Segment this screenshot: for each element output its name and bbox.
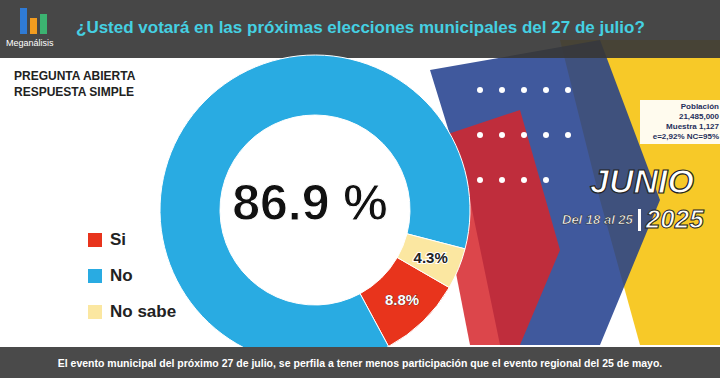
html-text:86.9 %: 86.9 %	[232, 175, 388, 231]
html-text:El evento municipal del próxim: El evento municipal del próximo 27 de ju…	[57, 356, 663, 369]
html-text:No sabe: No sabe	[110, 302, 177, 321]
html-text:Meganálisis: Meganálisis	[6, 38, 54, 48]
html-text:Población: Población	[680, 102, 719, 111]
svg-text:8.8%: 8.8%	[385, 291, 419, 308]
html-text:21,485,000: 21,485,000	[679, 112, 719, 121]
svg-text:4.3%: 4.3%	[414, 249, 448, 266]
html-text:Muestra 1,127: Muestra 1,127	[666, 122, 719, 131]
html-text:No: No	[110, 266, 133, 285]
html-text:JUNIO: JUNIO	[590, 162, 694, 200]
html-text:PREGUNTA ABIERTA: PREGUNTA ABIERTA	[14, 69, 136, 83]
html-text:¿Usted votará en las próximas: ¿Usted votará en las próximas elecciones…	[76, 18, 645, 37]
html-text:RESPUESTA SIMPLE: RESPUESTA SIMPLE	[14, 85, 134, 99]
html-text:Si: Si	[110, 230, 127, 249]
html-text:2025: 2025	[645, 204, 704, 234]
html-text:Del 18 al 25: Del 18 al 25	[562, 212, 633, 227]
html-text:e=2,92% NC=95%: e=2,92% NC=95%	[652, 132, 719, 141]
